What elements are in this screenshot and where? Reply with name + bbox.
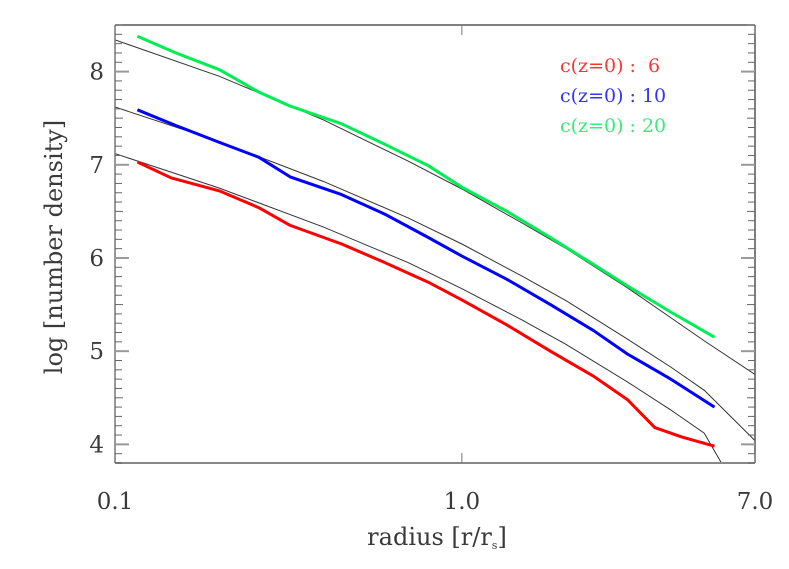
y-tick-label: 8 (89, 60, 104, 86)
fit-curve-0 (115, 153, 722, 463)
x-tick-label: 1.0 (444, 489, 481, 515)
series-line-0 (136, 160, 715, 448)
x-tick-label: 7.0 (737, 489, 774, 515)
legend-item-c6: c(z=0) : 6 (560, 55, 660, 77)
legend: c(z=0) : 6 c(z=0) : 10 c(z=0) : 20 (560, 55, 666, 137)
fit-curve-1 (115, 106, 755, 441)
legend-item-c10: c(z=0) : 10 (560, 85, 666, 107)
axes-frame (114, 24, 756, 464)
x-axis-ticks: 0.1 1.0 7.0 (97, 25, 774, 515)
x-axis-title: radius [r/rs] (367, 523, 507, 552)
x-axis-title-close: ] (497, 523, 506, 551)
series-line-2 (136, 34, 716, 339)
x-tick-label: 0.1 (97, 489, 134, 515)
y-tick-label: 5 (89, 339, 104, 365)
x-axis-title-main: radius [r/r (367, 523, 492, 551)
y-axis-title: log [number density] (40, 120, 68, 374)
y-axis-ticks: 4 5 6 7 8 (89, 24, 755, 464)
series-line-1 (136, 108, 716, 409)
y-tick-label: 6 (89, 246, 104, 272)
legend-item-c20: c(z=0) : 20 (560, 115, 666, 137)
y-tick-label: 4 (89, 432, 104, 458)
data-series (136, 34, 716, 448)
y-tick-label: 7 (89, 153, 104, 179)
x-axis-title-subscript: s (492, 539, 498, 552)
